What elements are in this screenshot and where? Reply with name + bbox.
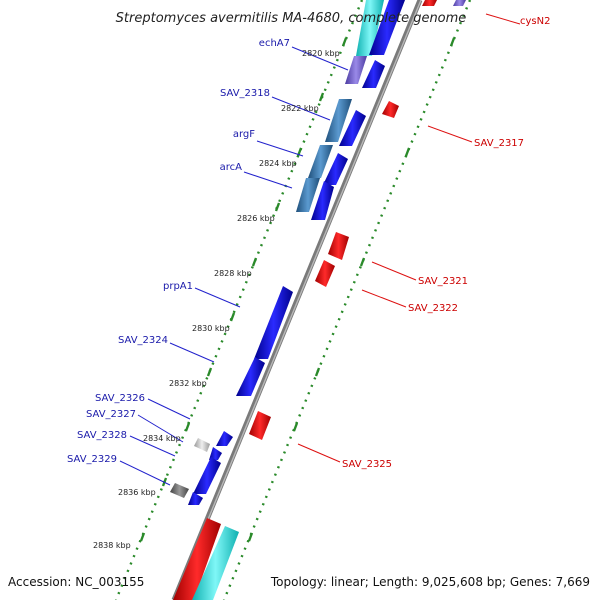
gene-label-SAV_2322[interactable]: SAV_2322 (408, 303, 458, 314)
gene-arrow-blue-2[interactable] (339, 110, 366, 146)
left-leader-lines (119, 46, 349, 486)
gene-label-cysN2[interactable]: cysN2 (520, 16, 550, 27)
gene-label-argF[interactable]: argF (233, 129, 255, 140)
gene-label-arcA[interactable]: arcA (220, 162, 243, 173)
kbp-label-2828: 2828 kbp (214, 269, 252, 278)
kbp-label-2838: 2838 kbp (93, 541, 131, 550)
kbp-label-2826: 2826 kbp (237, 214, 275, 223)
gene-block-blue-top[interactable] (369, 0, 405, 55)
gene-label-SAV_2318[interactable]: SAV_2318 (220, 88, 270, 99)
gene-block-cyan-bottom[interactable] (192, 526, 239, 600)
gene-SAV_2318[interactable] (325, 99, 352, 142)
map-title: Streptomyces avermitilis MA-4680, comple… (116, 11, 467, 26)
right-leader-lines (297, 13, 521, 463)
gene-grey-block[interactable] (170, 483, 189, 498)
gene-block-top-red[interactable] (422, 0, 437, 6)
gene-arrow-blue-3[interactable] (323, 153, 348, 185)
gene-arrow-blue-5[interactable] (188, 492, 203, 505)
gene-label-prpA1[interactable]: prpA1 (163, 281, 193, 292)
gene-label-SAV_2317[interactable]: SAV_2317 (474, 138, 524, 149)
gene-block-cyan-top[interactable] (356, 0, 384, 56)
gene-echA7[interactable] (345, 56, 367, 84)
gene-block-top-purple[interactable] (453, 0, 466, 6)
gene-argF[interactable] (308, 145, 333, 178)
gene-label-SAV_2326[interactable]: SAV_2326 (95, 393, 145, 404)
kbp-label-2822: 2822 kbp (281, 104, 319, 113)
gene-label-echA7[interactable]: echA7 (259, 38, 290, 49)
gene-label-SAV_2329[interactable]: SAV_2329 (67, 454, 117, 465)
kbp-label-2832: 2832 kbp (169, 379, 207, 388)
gene-SAV_2321[interactable] (328, 232, 349, 260)
gene-arrow-blue-1[interactable] (362, 60, 385, 88)
kbp-label-2824: 2824 kbp (259, 159, 297, 168)
genome-summary-text: Topology: linear; Length: 9,025,608 bp; … (270, 575, 590, 589)
kbp-label-2834: 2834 kbp (143, 434, 181, 443)
gene-SAV_2328[interactable] (209, 447, 222, 460)
gene-SAV_2327[interactable] (194, 438, 210, 452)
gene-SAV_2329[interactable] (193, 457, 221, 494)
genome-backbone (171, 0, 423, 600)
kbp-label-2830: 2830 kbp (192, 324, 230, 333)
gene-block-red-bottom[interactable] (173, 518, 221, 600)
accession-text: Accession: NC_003155 (8, 575, 144, 589)
kbp-label-2836: 2836 kbp (118, 488, 156, 497)
gene-SAV_2325[interactable] (249, 411, 271, 440)
gene-label-SAV_2328[interactable]: SAV_2328 (77, 430, 127, 441)
gene-label-SAV_2321[interactable]: SAV_2321 (418, 276, 468, 287)
gene-label-SAV_2325[interactable]: SAV_2325 (342, 459, 392, 470)
gene-SAV_2317[interactable] (382, 101, 399, 118)
gene-prpA1[interactable] (254, 286, 293, 359)
gene-SAV_2326[interactable] (216, 431, 233, 446)
kbp-label-2820: 2820 kbp (302, 49, 340, 58)
gene-SAV_2322[interactable] (315, 260, 335, 287)
gene-arcA[interactable] (296, 178, 320, 212)
gene-label-SAV_2327[interactable]: SAV_2327 (86, 409, 136, 420)
right-track-tick-marks (247, 37, 456, 542)
gene-SAV_2324[interactable] (236, 357, 265, 396)
gene-arrow-blue-4[interactable] (311, 181, 334, 220)
gene-label-SAV_2324[interactable]: SAV_2324 (118, 335, 168, 346)
